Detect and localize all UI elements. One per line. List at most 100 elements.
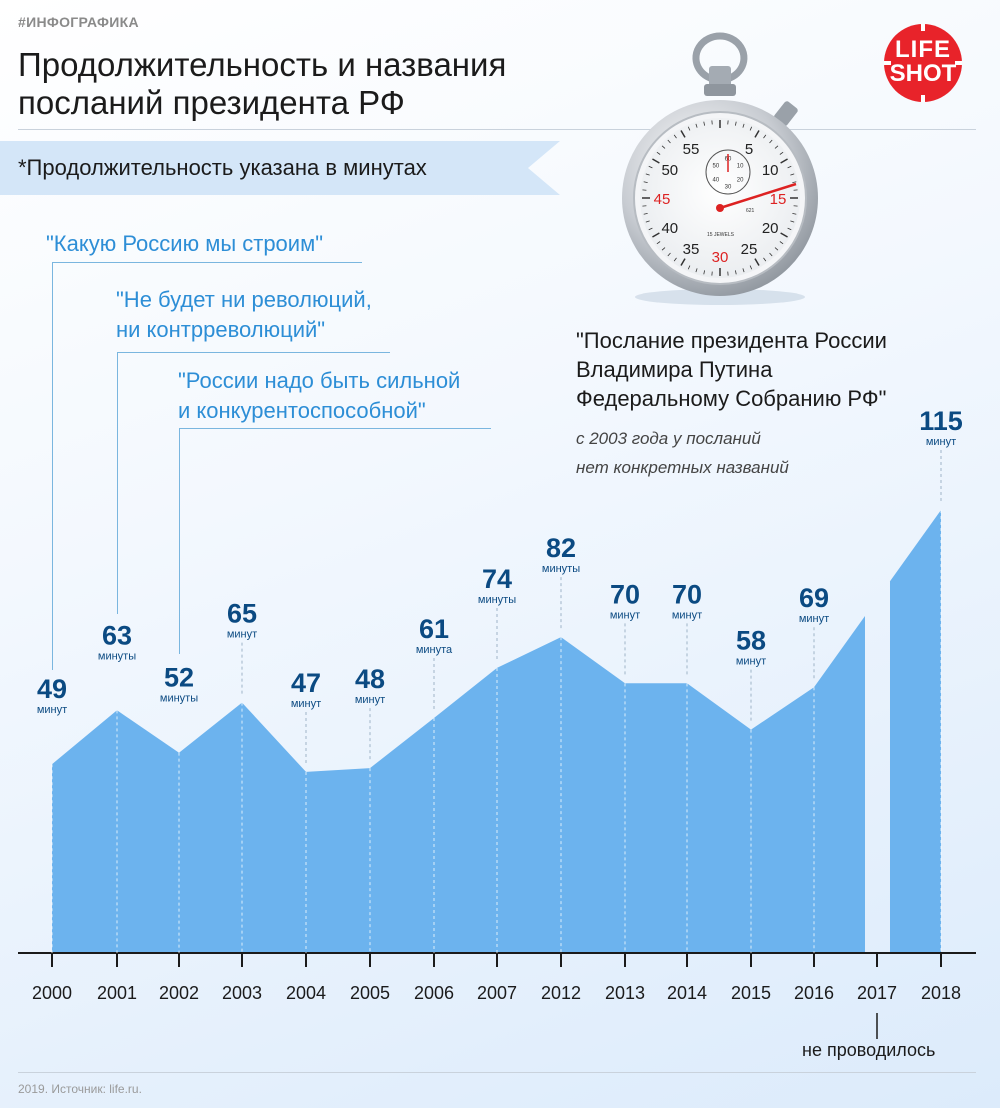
- stopwatch-tick: [687, 265, 691, 270]
- data-value-2003: 65: [227, 599, 257, 629]
- quote-2002: "России надо быть сильной и конкурентосп…: [178, 366, 460, 426]
- stopwatch-outer-number: 15: [770, 191, 787, 208]
- data-value-2014: 70: [672, 579, 702, 609]
- stopwatch-code-text: 621: [746, 208, 755, 214]
- lifeshot-logo: LIFE SHOT: [884, 24, 962, 102]
- data-unit-2013: минут: [610, 609, 640, 621]
- stopwatch-tick: [643, 181, 648, 184]
- x-tick-label-2018: 2018: [921, 983, 961, 1003]
- data-unit-2016: минут: [799, 613, 829, 625]
- quote-line: и конкурентоспособной": [178, 398, 426, 423]
- stopwatch-outer-number: 25: [741, 241, 758, 258]
- stopwatch-tick: [645, 173, 650, 176]
- quote-line: "Не будет ни революций,: [116, 287, 372, 312]
- stopwatch-tick: [787, 165, 792, 169]
- duration-area-chart: 200049минут200163минуты200252минуты20036…: [18, 406, 976, 1039]
- x-tick-label-2006: 2006: [414, 983, 454, 1003]
- stopwatch-tick: [749, 265, 753, 270]
- message-note-subtitle: с 2003 года у посланий нет конкретных на…: [576, 424, 876, 482]
- x-tick-label-2014: 2014: [667, 983, 707, 1003]
- data-unit-2014: минут: [672, 609, 702, 621]
- page-title: Продолжительность и названия посланий пр…: [18, 46, 658, 122]
- stopwatch-tick: [774, 247, 779, 251]
- stopwatch-tick: [673, 134, 677, 139]
- data-unit-2012: минуты: [542, 563, 580, 575]
- stopwatch-tick: [780, 232, 788, 238]
- x-tick-label-2005: 2005: [350, 983, 390, 1003]
- stopwatch-inner-number: 50: [713, 164, 720, 170]
- data-unit-2018: минут: [926, 436, 956, 448]
- data-unit-2004: минут: [291, 698, 321, 710]
- stopwatch-tick: [787, 227, 792, 231]
- stopwatch-tick: [695, 268, 698, 273]
- stopwatch-inner-number: 40: [713, 178, 720, 184]
- title-line-1: Продолжительность и названия: [18, 46, 507, 83]
- data-value-2000: 49: [37, 674, 67, 704]
- not-held-label: не проводилось: [802, 1040, 936, 1060]
- stopwatch-outer-number: 55: [683, 141, 700, 158]
- x-tick-label-2001: 2001: [97, 983, 137, 1003]
- stopwatch-tick: [656, 151, 661, 155]
- stopwatch-tick: [780, 158, 788, 164]
- data-unit-2003: минут: [227, 629, 257, 641]
- stopwatch-tick: [749, 126, 753, 131]
- note-title-line: Владимира Путина: [576, 357, 773, 382]
- x-tick-label-2003: 2003: [222, 983, 262, 1003]
- stopwatch-tick: [742, 123, 745, 128]
- stopwatch-tick: [703, 270, 706, 275]
- quote-line: "России надо быть сильной: [178, 368, 461, 393]
- stopwatch-tick: [774, 145, 779, 149]
- quote-2000-leader: [52, 262, 53, 670]
- hashtag-label: #ИНФОГРАФИКА: [18, 14, 139, 30]
- stopwatch-tick: [754, 258, 760, 266]
- note-title-line: Федеральному Собранию РФ": [576, 386, 887, 411]
- bottom-divider: [18, 1072, 976, 1073]
- stopwatch-outer-number: 50: [661, 162, 678, 179]
- stopwatch-tick: [687, 126, 691, 131]
- stopwatch-outer-number: 35: [683, 241, 700, 258]
- stopwatch-tick: [792, 212, 797, 215]
- data-value-2002: 52: [164, 663, 194, 693]
- quote-line: "Какую Россию мы строим": [46, 231, 324, 256]
- x-tick-label-2016: 2016: [794, 983, 834, 1003]
- x-tick-label-2002: 2002: [159, 983, 199, 1003]
- quote-2002-underline: [179, 428, 491, 429]
- stopwatch-tick: [661, 247, 666, 251]
- stopwatch-tick: [754, 130, 760, 138]
- stopwatch-tick: [667, 252, 671, 257]
- quote-2000: "Какую Россию мы строим": [46, 229, 323, 259]
- stopwatch-tick: [652, 158, 660, 164]
- data-value-2004: 47: [291, 668, 321, 698]
- data-value-2005: 48: [355, 664, 385, 694]
- stopwatch-tick: [779, 151, 784, 155]
- stopwatch-tick: [680, 258, 686, 266]
- note-sub-line: нет конкретных названий: [576, 458, 789, 477]
- stopwatch-outer-number: 20: [762, 220, 779, 237]
- top-divider: [18, 129, 976, 130]
- stopwatch-tick: [734, 270, 737, 275]
- quote-2001-leader: [117, 352, 118, 614]
- quote-2002-leader: [179, 428, 180, 654]
- stopwatch-tick: [648, 227, 653, 231]
- x-tick-label-2000: 2000: [32, 983, 72, 1003]
- stopwatch-inner-number: 10: [737, 164, 744, 170]
- data-unit-2015: минут: [736, 656, 766, 668]
- data-value-2012: 82: [546, 533, 576, 563]
- data-value-2015: 58: [736, 626, 766, 656]
- x-tick-label-2012: 2012: [541, 983, 581, 1003]
- quote-line: ни контрреволюций": [116, 317, 326, 342]
- x-tick-label-2015: 2015: [731, 983, 771, 1003]
- stopwatch-tick: [661, 145, 666, 149]
- stopwatch-tick: [648, 165, 653, 169]
- stopwatch-outer-number: 40: [661, 220, 678, 237]
- stopwatch-outer-number: 5: [745, 141, 753, 158]
- area-segment-2018: [890, 510, 941, 953]
- subtitle-ribbon: [0, 141, 560, 195]
- data-unit-2001: минуты: [98, 650, 136, 662]
- stopwatch-tick: [652, 232, 660, 238]
- data-unit-2005: минут: [355, 694, 385, 706]
- stopwatch-tick: [695, 123, 698, 128]
- title-line-2: посланий президента РФ: [18, 84, 405, 121]
- quote-2001: "Не будет ни революций, ни контрреволюци…: [116, 285, 372, 345]
